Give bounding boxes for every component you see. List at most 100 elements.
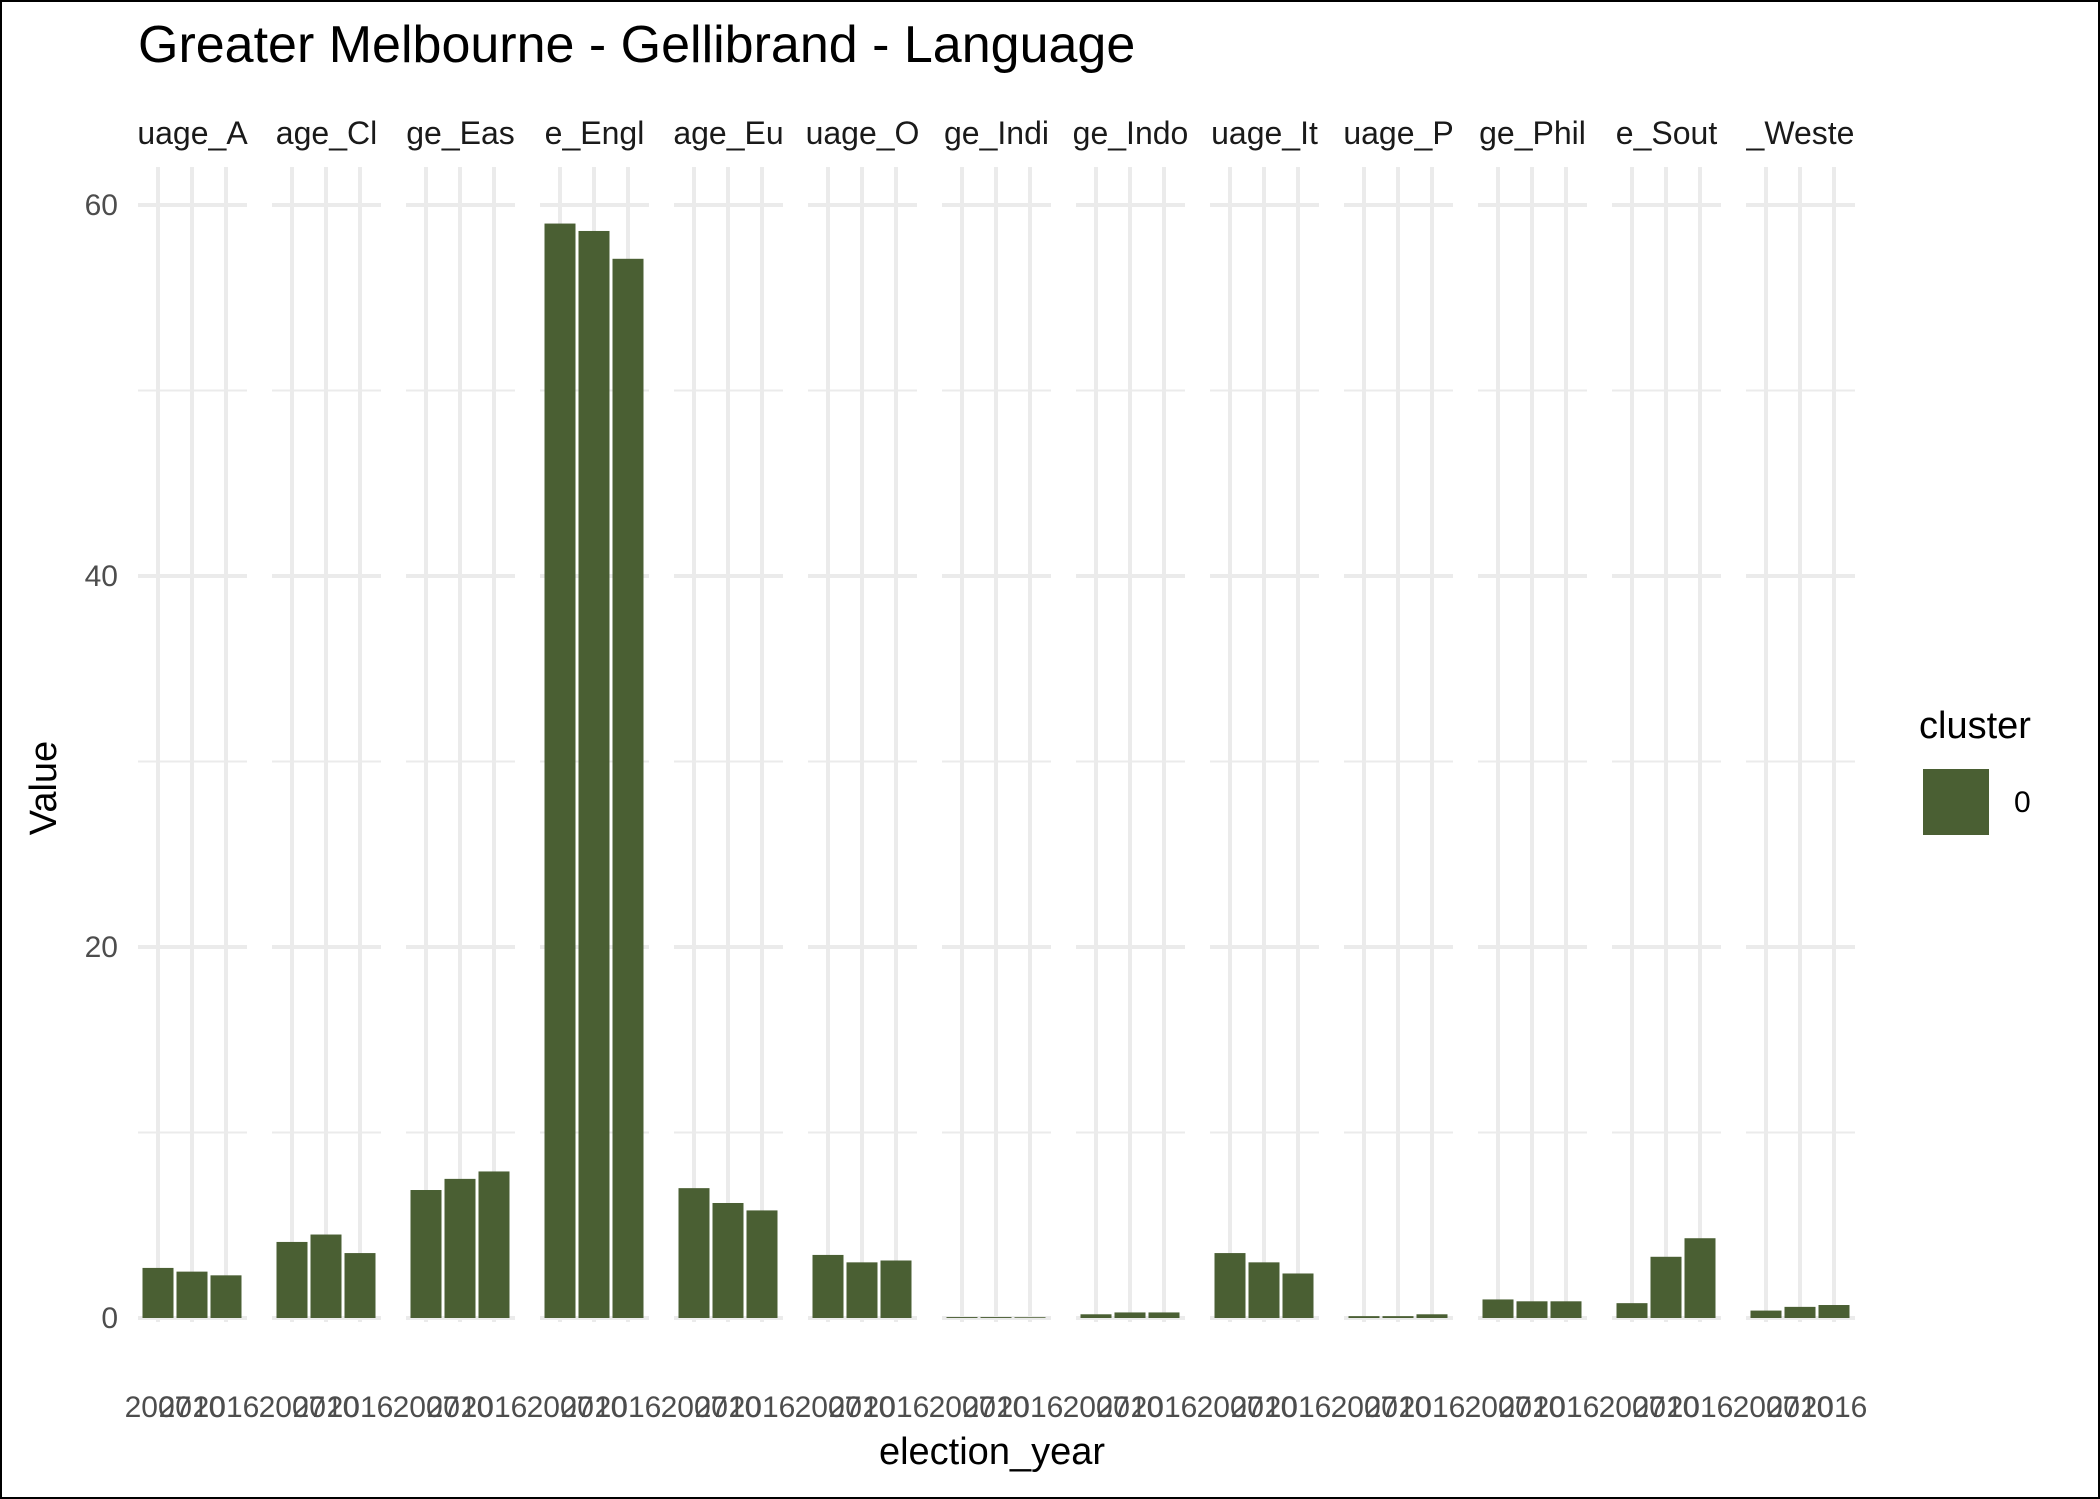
x-tick-label: 2007 xyxy=(125,1391,192,1424)
x-tick-label: 2016 xyxy=(327,1391,394,1424)
bar xyxy=(1282,1273,1314,1318)
x-tick-label: 2007 xyxy=(795,1391,862,1424)
bar xyxy=(310,1234,342,1318)
facet-strip-label: _Weste xyxy=(1746,115,1855,151)
x-tick-label: 2010 xyxy=(1365,1391,1432,1424)
bar xyxy=(276,1241,308,1318)
x-tick-label: 2010 xyxy=(1499,1391,1566,1424)
x-tick-label: 2010 xyxy=(293,1391,360,1424)
x-tick-label: 2010 xyxy=(561,1391,628,1424)
x-tick-label: 2010 xyxy=(159,1391,226,1424)
bar xyxy=(1382,1316,1414,1318)
facet-strip-label: uage_It xyxy=(1211,115,1318,151)
legend-title: cluster xyxy=(1919,705,2031,747)
facet-strip-label: ge_Phil xyxy=(1479,115,1586,151)
bar xyxy=(1416,1314,1448,1318)
x-tick-label: 2016 xyxy=(1667,1391,1734,1424)
chart-title: Greater Melbourne - Gellibrand - Languag… xyxy=(138,16,1135,74)
bar xyxy=(1550,1301,1582,1318)
x-tick-label: 2016 xyxy=(461,1391,528,1424)
y-axis: 0 20 40 60 xyxy=(85,189,118,1335)
bar xyxy=(176,1271,208,1318)
bar xyxy=(1818,1305,1850,1318)
bar xyxy=(1080,1314,1112,1318)
bar xyxy=(712,1202,744,1318)
x-tick-label: 2007 xyxy=(1197,1391,1264,1424)
bar xyxy=(544,223,576,1318)
y-axis-title: Value xyxy=(23,741,65,835)
bar xyxy=(1248,1262,1280,1318)
bar xyxy=(1348,1316,1380,1318)
bar xyxy=(1214,1253,1246,1318)
facet-strip-label: ge_Indo xyxy=(1073,115,1189,151)
legend-swatch xyxy=(1923,769,1989,835)
bar xyxy=(1148,1312,1180,1318)
x-tick-label: 2016 xyxy=(595,1391,662,1424)
facet-panels: uage_A200720102016age_Cl200720102016ge_E… xyxy=(125,115,1868,1424)
x-axis-title: election_year xyxy=(879,1431,1105,1473)
bar xyxy=(1516,1301,1548,1318)
x-tick-label: 2007 xyxy=(1733,1391,1800,1424)
bar xyxy=(142,1267,174,1318)
y-tick-label: 20 xyxy=(85,931,118,964)
legend-label: 0 xyxy=(2014,786,2031,819)
bar xyxy=(410,1190,442,1318)
x-tick-label: 2007 xyxy=(259,1391,326,1424)
x-tick-label: 2016 xyxy=(1265,1391,1332,1424)
bar xyxy=(478,1171,510,1318)
x-tick-label: 2016 xyxy=(997,1391,1064,1424)
y-tick-label: 60 xyxy=(85,189,118,222)
facet-strip-label: uage_O xyxy=(806,115,920,151)
facet-strip-label: uage_P xyxy=(1343,115,1453,151)
facet-strip-label: ge_Indi xyxy=(944,115,1049,151)
x-tick-label: 2016 xyxy=(1399,1391,1466,1424)
facet-strip-label: ge_Eas xyxy=(406,115,515,151)
facet-strip-label: e_Engl xyxy=(545,115,645,151)
x-tick-label: 2007 xyxy=(1063,1391,1130,1424)
bar xyxy=(1784,1306,1816,1318)
bar xyxy=(880,1260,912,1318)
bar xyxy=(1014,1317,1046,1318)
x-tick-label: 2016 xyxy=(1533,1391,1600,1424)
bar xyxy=(210,1275,242,1318)
bar xyxy=(846,1262,878,1318)
x-tick-label: 2007 xyxy=(1331,1391,1398,1424)
bar xyxy=(612,258,644,1318)
x-tick-label: 2010 xyxy=(695,1391,762,1424)
facet-strip-label: uage_A xyxy=(137,115,248,151)
bar xyxy=(812,1254,844,1318)
bar xyxy=(1114,1312,1146,1318)
legend: cluster 0 xyxy=(1919,705,2031,835)
x-tick-label: 2007 xyxy=(929,1391,996,1424)
x-tick-label: 2010 xyxy=(1097,1391,1164,1424)
bar xyxy=(980,1317,1012,1318)
bar xyxy=(344,1253,376,1318)
x-tick-label: 2007 xyxy=(1599,1391,1666,1424)
x-tick-label: 2010 xyxy=(963,1391,1030,1424)
bar xyxy=(1684,1238,1716,1318)
facet-strip-label: age_Eu xyxy=(673,115,783,151)
x-tick-label: 2007 xyxy=(527,1391,594,1424)
bar xyxy=(1650,1256,1682,1318)
x-tick-label: 2010 xyxy=(1633,1391,1700,1424)
y-tick-label: 0 xyxy=(101,1302,118,1335)
grid-lines xyxy=(138,167,1855,1322)
x-tick-label: 2016 xyxy=(863,1391,930,1424)
bar xyxy=(1482,1299,1514,1318)
x-tick-label: 2010 xyxy=(1231,1391,1298,1424)
x-tick-label: 2016 xyxy=(1801,1391,1868,1424)
bar xyxy=(444,1178,476,1318)
